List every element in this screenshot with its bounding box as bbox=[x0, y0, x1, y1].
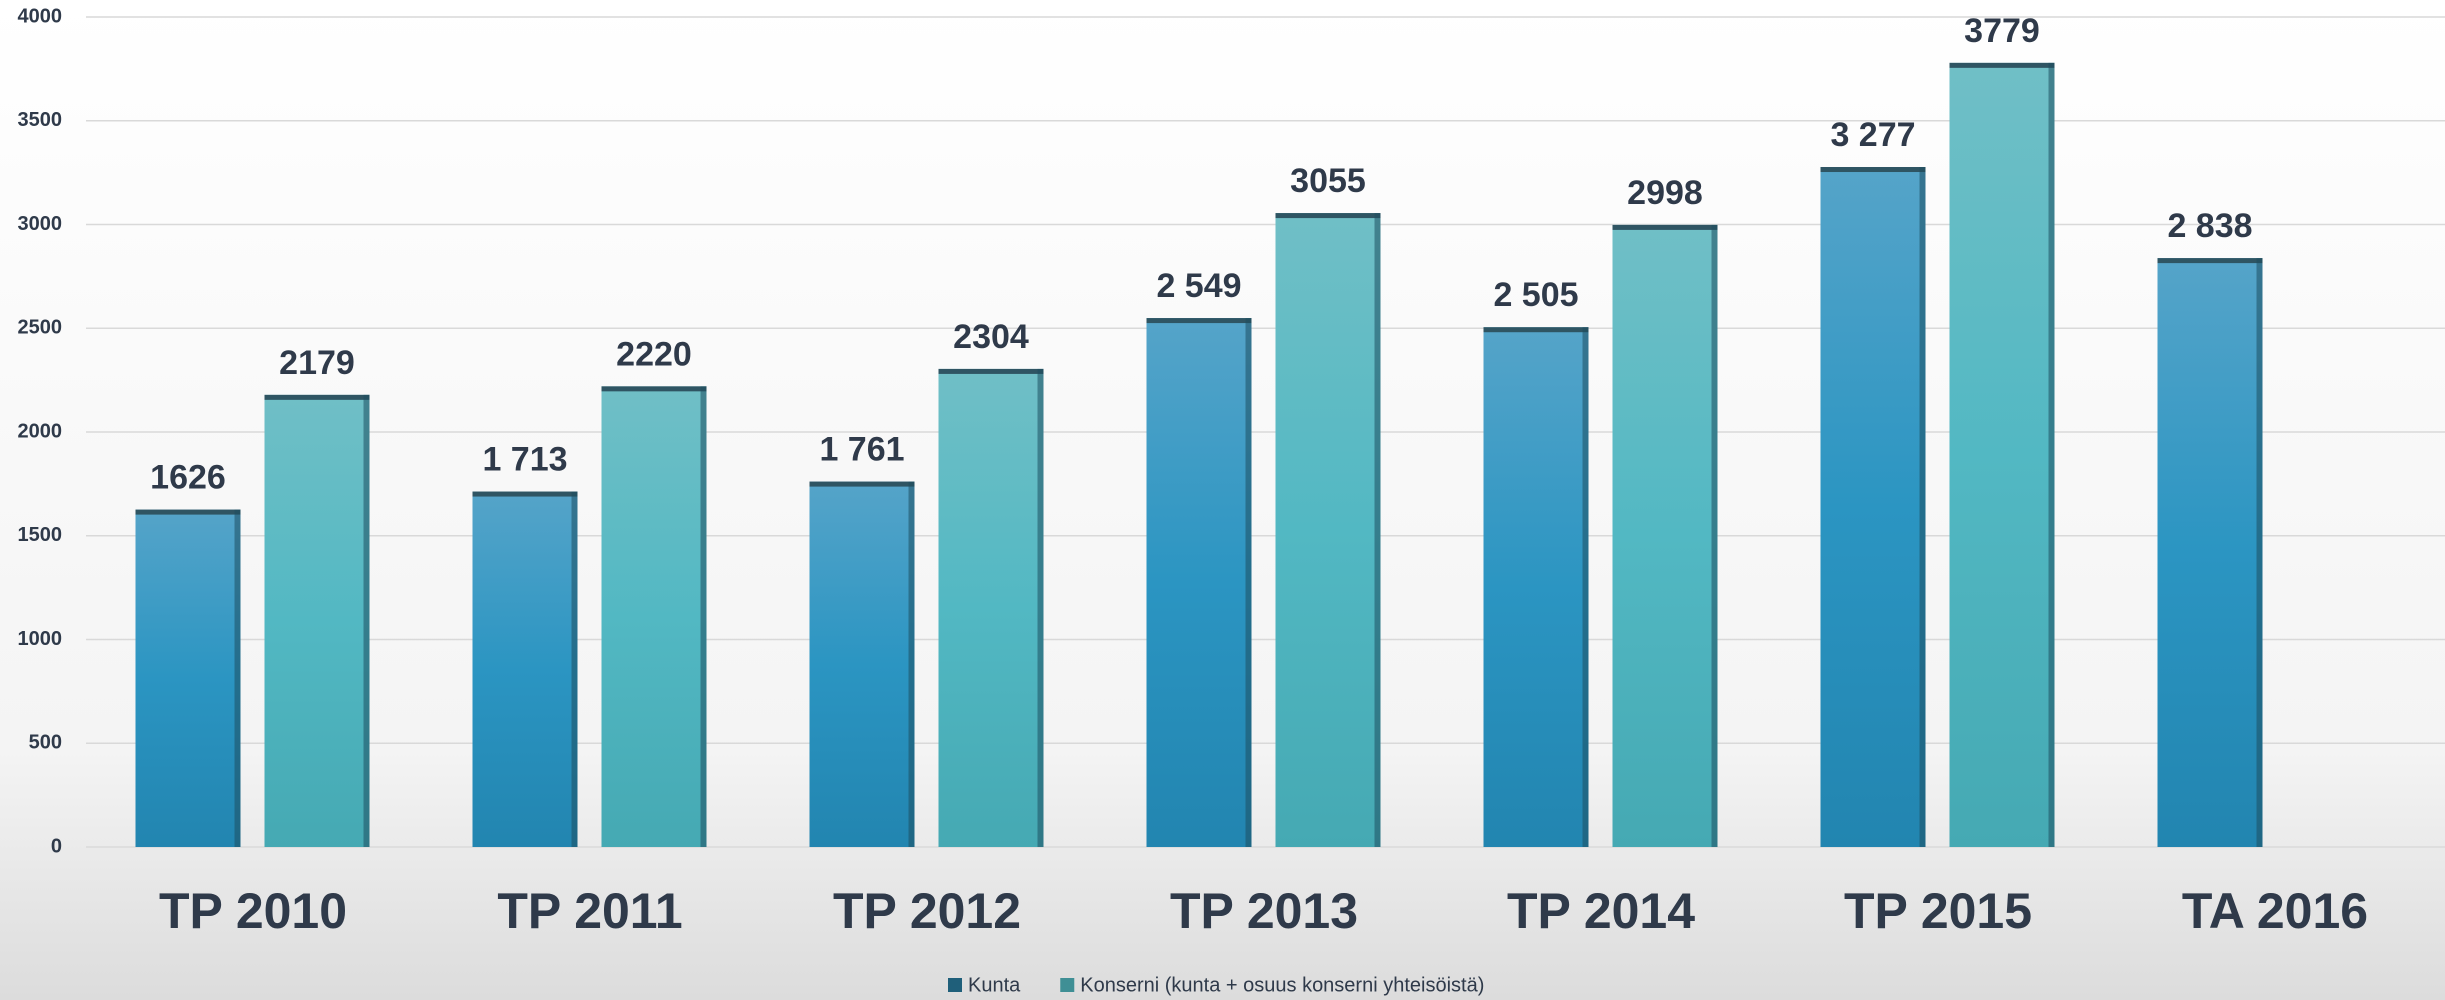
bar bbox=[1949, 62, 2055, 848]
bar-shade bbox=[1374, 213, 1381, 847]
bar-cap bbox=[1612, 224, 1718, 230]
value-label: 2304 bbox=[953, 318, 1029, 356]
x-tick-label: TP 2013 bbox=[1170, 883, 1358, 939]
y-tick-label: 3000 bbox=[18, 213, 63, 235]
bar-cap bbox=[809, 481, 915, 487]
y-tick-label: 4000 bbox=[18, 5, 63, 27]
bar-cap bbox=[264, 394, 370, 400]
value-label: 2 549 bbox=[1156, 267, 1241, 305]
bar-shade bbox=[1037, 368, 1044, 847]
bar bbox=[1612, 224, 1718, 848]
bar-shade bbox=[2256, 258, 2263, 847]
legend-label: Kunta bbox=[968, 974, 1021, 996]
bar bbox=[472, 491, 578, 847]
value-label: 1626 bbox=[150, 459, 226, 497]
bar-shade bbox=[363, 394, 370, 847]
legend-swatch bbox=[948, 978, 962, 992]
y-tick-label: 2000 bbox=[18, 420, 63, 442]
bar-shade bbox=[1582, 327, 1589, 847]
value-label: 1 713 bbox=[482, 441, 567, 479]
y-tick-label: 3500 bbox=[18, 109, 63, 131]
y-tick-label: 0 bbox=[51, 835, 62, 857]
x-tick-label: TP 2014 bbox=[1507, 883, 1695, 939]
value-label: 2998 bbox=[1627, 174, 1703, 212]
value-label: 3779 bbox=[1964, 12, 2040, 50]
bar-shade bbox=[571, 491, 578, 847]
bar-cap bbox=[1146, 318, 1252, 324]
bar bbox=[135, 509, 241, 847]
y-tick-label: 1500 bbox=[18, 524, 63, 546]
bar bbox=[1146, 318, 1252, 847]
value-label: 2179 bbox=[279, 344, 355, 382]
bar-cap bbox=[472, 491, 578, 497]
bar-cap bbox=[135, 509, 241, 515]
bar-cap bbox=[601, 386, 707, 392]
value-label: 2 838 bbox=[2167, 207, 2252, 245]
x-tick-label: TP 2010 bbox=[159, 883, 347, 939]
bar bbox=[264, 394, 370, 847]
bar-shade bbox=[1919, 167, 1926, 847]
x-tick-label: TP 2012 bbox=[833, 883, 1021, 939]
bar-shade bbox=[908, 481, 915, 847]
value-label: 3 277 bbox=[1830, 116, 1915, 154]
value-label: 3055 bbox=[1290, 162, 1366, 200]
bar-cap bbox=[938, 368, 1044, 374]
bar bbox=[1820, 167, 1926, 847]
bar-cap bbox=[1483, 327, 1589, 333]
bar-cap bbox=[1275, 213, 1381, 219]
legend-swatch bbox=[1060, 978, 1075, 992]
bar-cap bbox=[1820, 167, 1926, 173]
y-tick-label: 2500 bbox=[18, 317, 63, 339]
bar-shade bbox=[1711, 224, 1718, 848]
bar-shade bbox=[700, 386, 707, 847]
value-label: 2 505 bbox=[1493, 276, 1578, 314]
bar bbox=[601, 386, 707, 847]
bar bbox=[1275, 213, 1381, 847]
value-label: 1 761 bbox=[819, 431, 904, 469]
bar-shade bbox=[234, 509, 241, 847]
y-tick-label: 1000 bbox=[18, 628, 63, 650]
bar-cap bbox=[2157, 258, 2263, 264]
legend-label: Konserni (kunta + osuus konserni yhteisö… bbox=[1080, 974, 1484, 996]
y-tick-label: 500 bbox=[29, 732, 62, 754]
x-tick-label: TA 2016 bbox=[2182, 883, 2368, 939]
bar-shade bbox=[1245, 318, 1252, 847]
bar bbox=[938, 368, 1044, 847]
bar-cap bbox=[1949, 62, 2055, 68]
value-label: 2220 bbox=[616, 335, 692, 373]
bar bbox=[809, 481, 915, 847]
x-tick-label: TP 2015 bbox=[1844, 883, 2032, 939]
bar bbox=[2157, 258, 2263, 847]
bar bbox=[1483, 327, 1589, 847]
bar-shade bbox=[2048, 62, 2055, 848]
x-tick-label: TP 2011 bbox=[497, 883, 682, 939]
